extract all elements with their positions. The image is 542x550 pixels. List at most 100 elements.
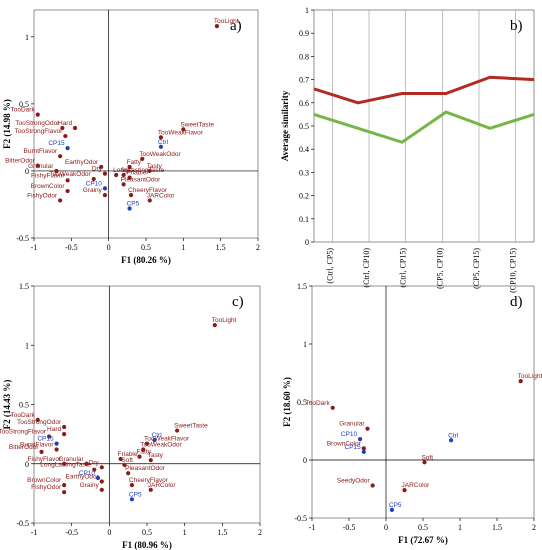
point-marker [148,458,153,463]
y-tick-label: 0.1 [299,215,309,224]
data-point: PleasantOdor [125,465,166,476]
data-point: LongLastingTaste [113,167,164,178]
data-point: Ctrl [448,432,459,443]
x-tick-label: 0 [107,243,111,252]
x-tick-label: 2 [256,243,260,252]
point-label: Fatty [127,159,142,166]
point-label: BrownColor [31,183,66,190]
point-label: BrownColor [27,477,62,484]
data-point: TooWeakOdor [139,151,182,161]
point-label: Granular [28,163,54,170]
point-label: Dry [92,166,103,173]
point-label: SweetTaste [180,121,214,128]
data-point: Granular [28,163,59,174]
x-tick-label: 1.5 [492,523,502,532]
data-point: CP10 [86,180,108,191]
point-marker [46,434,52,439]
series-line-1 [313,75,535,105]
point-label: TooWeakOdor [140,442,182,449]
point-marker [212,323,217,328]
x-tick-label: 0.5 [418,523,428,532]
point-marker [62,482,67,488]
point-label: TooWeakFlavor [158,129,204,136]
panel-label: c) [232,294,244,310]
point-label: TooDark [306,400,331,407]
point-marker [129,497,135,502]
point-label: CP15 [48,140,65,147]
x-tick-label: (Ctrl, CP10) [362,248,371,288]
point-label: TooStrongOdor [17,419,62,426]
point-marker [158,135,164,140]
point-marker [91,176,96,182]
point-label: SweetTaste [174,423,208,430]
y-axis-title: Average similarity [280,90,290,161]
data-point: Granular [339,421,370,431]
data-point: Granular [58,456,89,466]
point-label: Hard [58,120,72,127]
point-marker [126,471,131,476]
data-point: CP15 [37,436,59,446]
data-point: TooStrongOdor [17,419,67,430]
point-marker [62,432,67,437]
data-point: JARColor [402,482,430,493]
data-point: Hard [47,426,67,437]
data-point: CP5 [389,502,402,512]
point-label: CP5 [389,502,402,509]
data-point: BrownColor [31,183,70,194]
data-point: CheeryFlavor [128,187,168,198]
x-tick-label: 1 [183,528,187,537]
point-marker [402,488,407,493]
data-point: TooWeakOdor [49,171,96,182]
y-tick-label: 0.6 [299,99,309,108]
point-label: Granular [58,456,84,463]
data-point: BitterOdor [5,158,40,168]
y-axis-title: F2 (14.98 %) [2,99,12,149]
y-tick-label: 0.5 [19,100,29,109]
data-point: Ctrl [158,139,169,149]
data-point: Ctrl [152,432,162,443]
point-marker [147,198,152,203]
point-marker [118,456,123,462]
point-marker [518,379,523,384]
point-label: TooLight [214,18,239,25]
y-tick-label: 0 [25,460,29,469]
point-label: Soft [121,167,133,174]
data-point: TooDark [11,412,40,423]
point-marker [361,449,366,454]
point-marker [152,437,157,443]
x-tick-label: (Ctrl, CP5) [325,248,334,284]
point-label: SeedyOdor [337,478,371,485]
x-tick-label: -0.5 [343,523,356,532]
y-tick-label: 0 [25,167,29,176]
data-point: Tasty [147,163,163,174]
data-point: FishyOdor [31,484,67,495]
point-label: LongLastingTaste [113,167,164,174]
x-tick-label: 1.5 [217,528,227,537]
point-marker [361,446,366,451]
point-label: Dry [89,459,100,466]
point-marker [92,467,97,472]
panel-b: (Ctrl, CP5) (Ctrl, CP10) (Ctrl, CP15) (CP5,… [280,6,535,293]
x-tick-label: 2 [532,523,536,532]
point-marker [39,449,44,454]
point-label: Tasty [148,452,164,459]
data-point: Soft [121,167,133,178]
data-point: Soft [421,454,433,465]
x-tick-label: -1 [31,243,38,252]
panel-label: d) [510,294,523,310]
data-point: CP15 [345,444,366,454]
point-label: CP15 [345,444,362,451]
point-marker [181,127,186,132]
y-tick-label: 0 [305,238,309,247]
x-axis-title: F1 (80.96 %) [122,540,172,550]
data-point: SweetTaste [180,121,214,132]
data-point: CP15 [48,140,70,151]
point-label: Friable [127,170,147,177]
point-label: CheeryFlavor [128,187,168,194]
point-marker [63,133,68,139]
data-point: EarthyOdor [65,159,104,170]
point-marker [58,154,63,159]
x-tick-label: 1.5 [216,243,226,252]
point-marker [449,438,454,443]
point-marker [389,507,395,512]
